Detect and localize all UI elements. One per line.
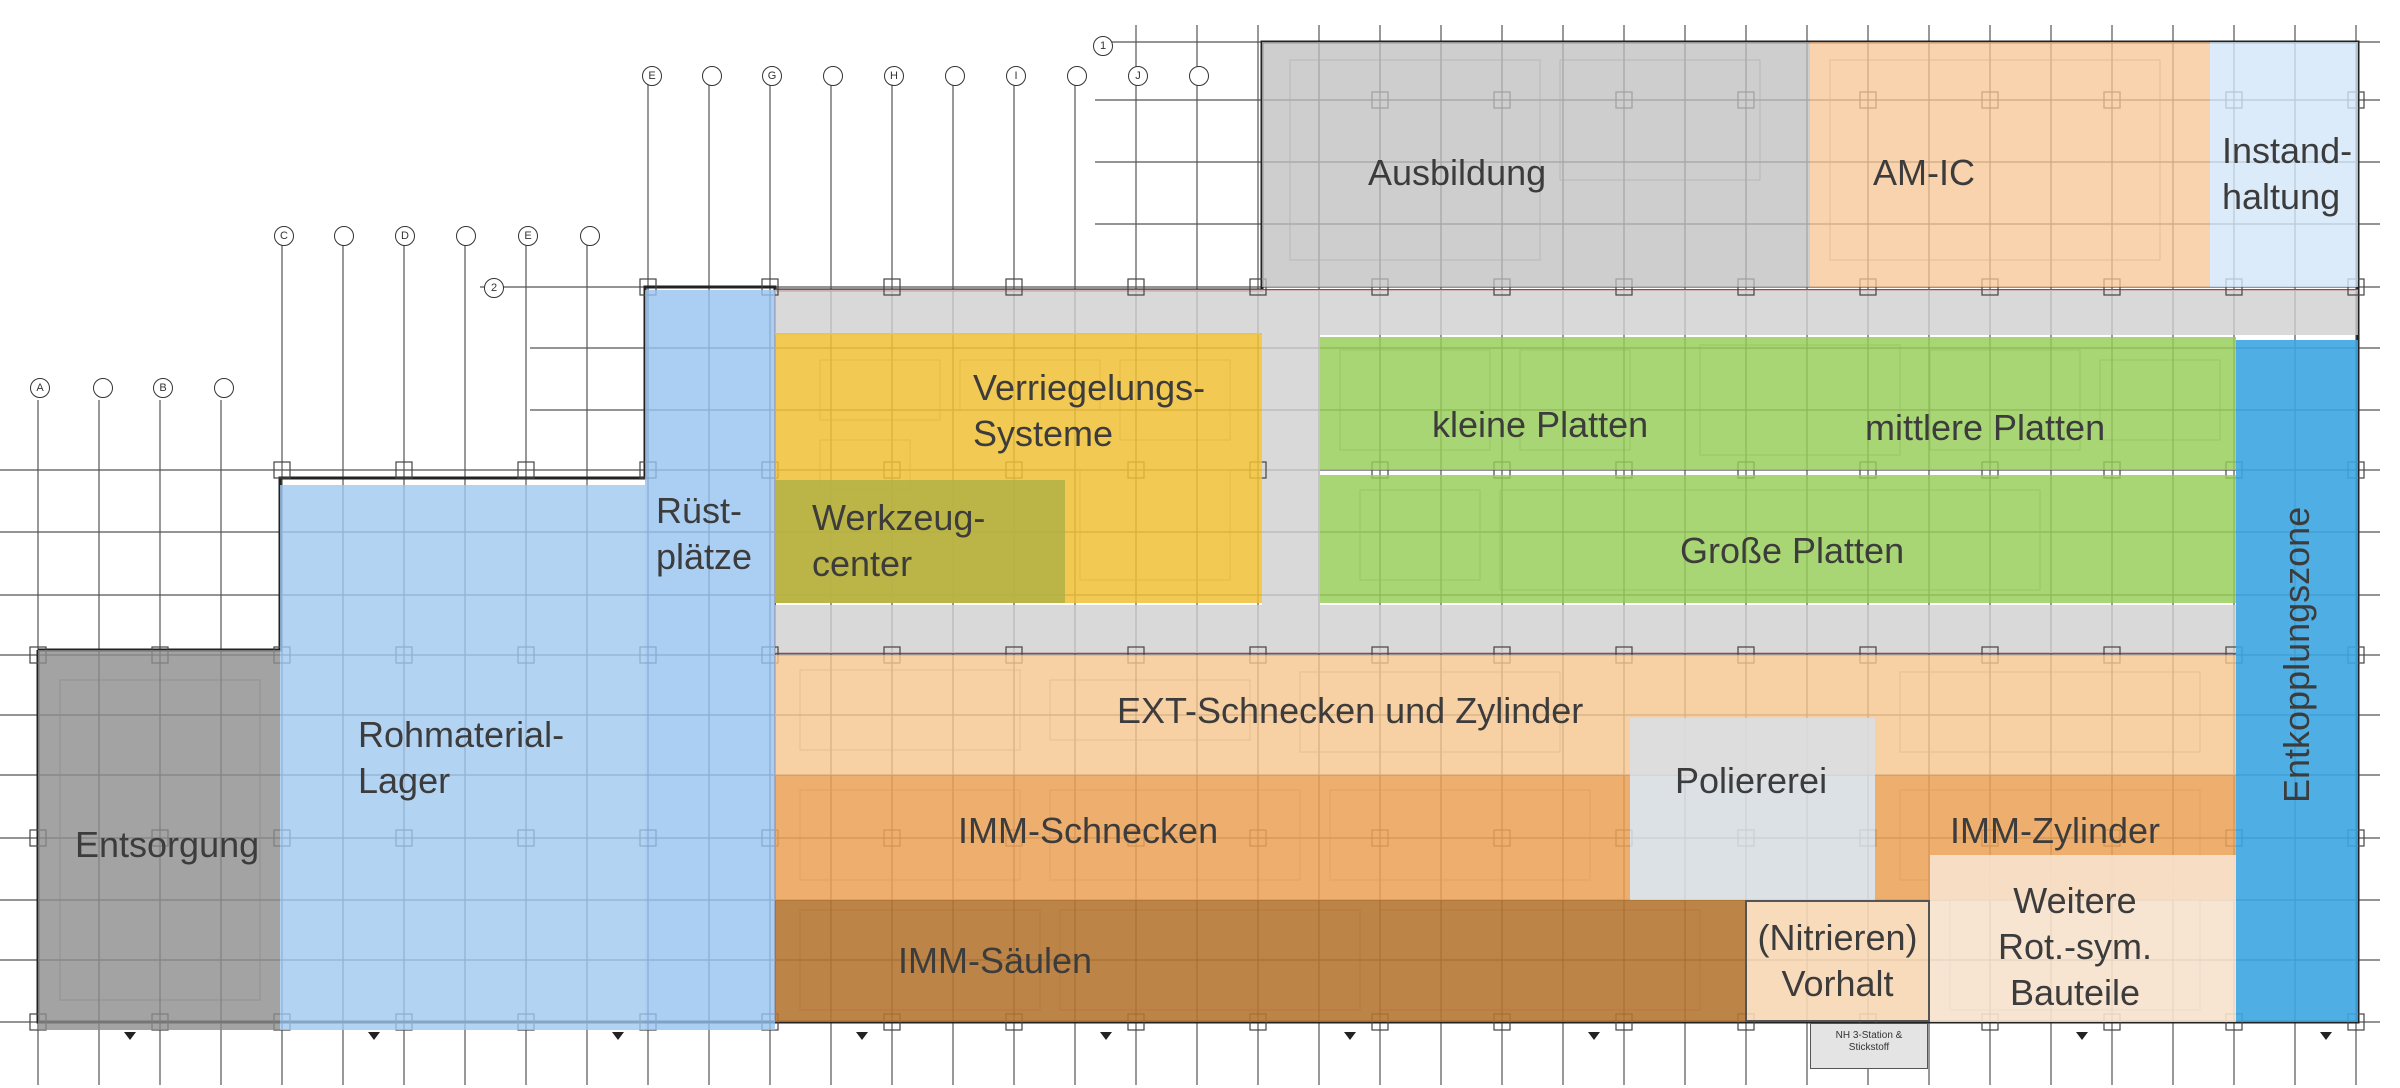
zone-rohmaterial-lager — [280, 485, 645, 1030]
zone-am-ic — [1810, 42, 2210, 287]
label-am-ic: AM-IC — [1873, 152, 1975, 193]
grid-bubble-j: J — [1128, 66, 1148, 86]
label-verriegelungs-systeme: Verriegelungs- Systeme — [973, 367, 1206, 454]
zone-ausbildung — [1262, 42, 1810, 287]
label-imm-schnecken: IMM-Schnecken — [958, 810, 1219, 851]
label-entkopplungszone: Entkopplungszone — [2276, 506, 2317, 803]
grid-bubble-top-9 — [1189, 66, 1209, 86]
column-marker-14 — [1249, 278, 1267, 296]
label-grosse-platten: Große Platten — [1680, 530, 1905, 571]
label-ausbildung: Ausbildung — [1368, 152, 1547, 193]
aisle-vertical — [1262, 335, 1320, 605]
zone-imm-schnecken — [775, 775, 1630, 900]
label-entsorgung: Entsorgung — [75, 824, 260, 865]
grid-bubble-top-7 — [1067, 66, 1087, 86]
grid-bubble-mid-5 — [580, 226, 600, 246]
door-marker-8 — [2076, 1032, 2088, 1040]
zone-entsorgung — [38, 650, 280, 1030]
zone-imm-saeulen — [775, 900, 1745, 1022]
grid-bubble-a: A — [30, 378, 50, 398]
grid-bubble-top-3 — [823, 66, 843, 86]
aisle-top — [775, 290, 2358, 335]
zone-nitrieren-vorhalt — [1745, 900, 1930, 1022]
zone-instandhaltung — [2210, 42, 2358, 287]
door-marker-9 — [2320, 1032, 2332, 1040]
label-ruestplaetze: Rüst- plätze — [656, 490, 753, 577]
door-marker-1 — [368, 1032, 380, 1040]
zone-werkzeugcenter — [775, 480, 1065, 603]
grid-bubble-h: H — [884, 66, 904, 86]
door-marker-2 — [612, 1032, 624, 1040]
door-marker-4 — [1100, 1032, 1112, 1040]
label-weitere-bauteile: Weitere Rot.-sym. Bauteile — [1997, 880, 2152, 1013]
grid-bubble-g: G — [762, 66, 782, 86]
zone-poliererei — [1630, 718, 1875, 900]
grid-bubble-d: D — [395, 226, 415, 246]
grid-bubble-top-1 — [702, 66, 722, 86]
label-imm-zylinder: IMM-Zylinder — [1950, 810, 2161, 851]
column-marker-24 — [273, 461, 291, 479]
zone-weitere-bauteile — [1930, 855, 2236, 1022]
label-kleine-platten: kleine Platten — [1432, 404, 1649, 445]
label-ext-schnecken: EXT-Schnecken und Zylinder — [1117, 690, 1584, 731]
zone-entkopplungszone — [2236, 340, 2358, 1022]
grid-bubble-c: C — [274, 226, 294, 246]
label-nitrieren-vorhalt: (Nitrieren) Vorhalt — [1757, 917, 1918, 1004]
grid-bubble-e-top: E — [642, 66, 662, 86]
label-poliererei: Poliererei — [1675, 760, 1828, 801]
door-marker-3 — [856, 1032, 868, 1040]
column-marker-26 — [517, 461, 535, 479]
grid-bubble-e-mid: E — [518, 226, 538, 246]
grid-bubble-1: 1 — [1093, 36, 1113, 56]
nh3-station-box — [1810, 1023, 1928, 1069]
column-marker-13 — [1127, 278, 1145, 296]
grid-bubble-i: I — [1006, 66, 1026, 86]
column-marker-25 — [395, 461, 413, 479]
zone-ext-schnecken — [775, 655, 2236, 775]
zone-ruestplaetze — [645, 290, 775, 1030]
grid-bubble-mid-1 — [334, 226, 354, 246]
column-marker-11 — [883, 278, 901, 296]
door-marker-5 — [1344, 1032, 1356, 1040]
label-rohmaterial-lager: Rohmaterial- Lager — [358, 714, 565, 801]
grid-bubble-top-5 — [945, 66, 965, 86]
label-mittlere-platten: mittlere Platten — [1865, 407, 2106, 448]
label-werkzeugcenter: Werkzeug- center — [812, 497, 986, 584]
grid-bubble-2: 2 — [484, 278, 504, 298]
aisle-middle — [775, 605, 2236, 653]
zone-grosse-platten — [1320, 475, 2236, 603]
grid-bubble-left-1 — [93, 378, 113, 398]
label-instandhaltung: Instand- haltung — [2222, 130, 2353, 217]
door-marker-6 — [1588, 1032, 1600, 1040]
label-imm-saeulen: IMM-Säulen — [898, 940, 1093, 981]
column-marker-12 — [1005, 278, 1023, 296]
grid-bubble-b: B — [153, 378, 173, 398]
door-marker-0 — [124, 1032, 136, 1040]
grid-bubble-left-3 — [214, 378, 234, 398]
nh3-station-label: NH 3-Station & Stickstoff — [1835, 1030, 1903, 1053]
zone-kleine-mittlere-platten — [1320, 337, 2236, 470]
grid-bubble-mid-3 — [456, 226, 476, 246]
